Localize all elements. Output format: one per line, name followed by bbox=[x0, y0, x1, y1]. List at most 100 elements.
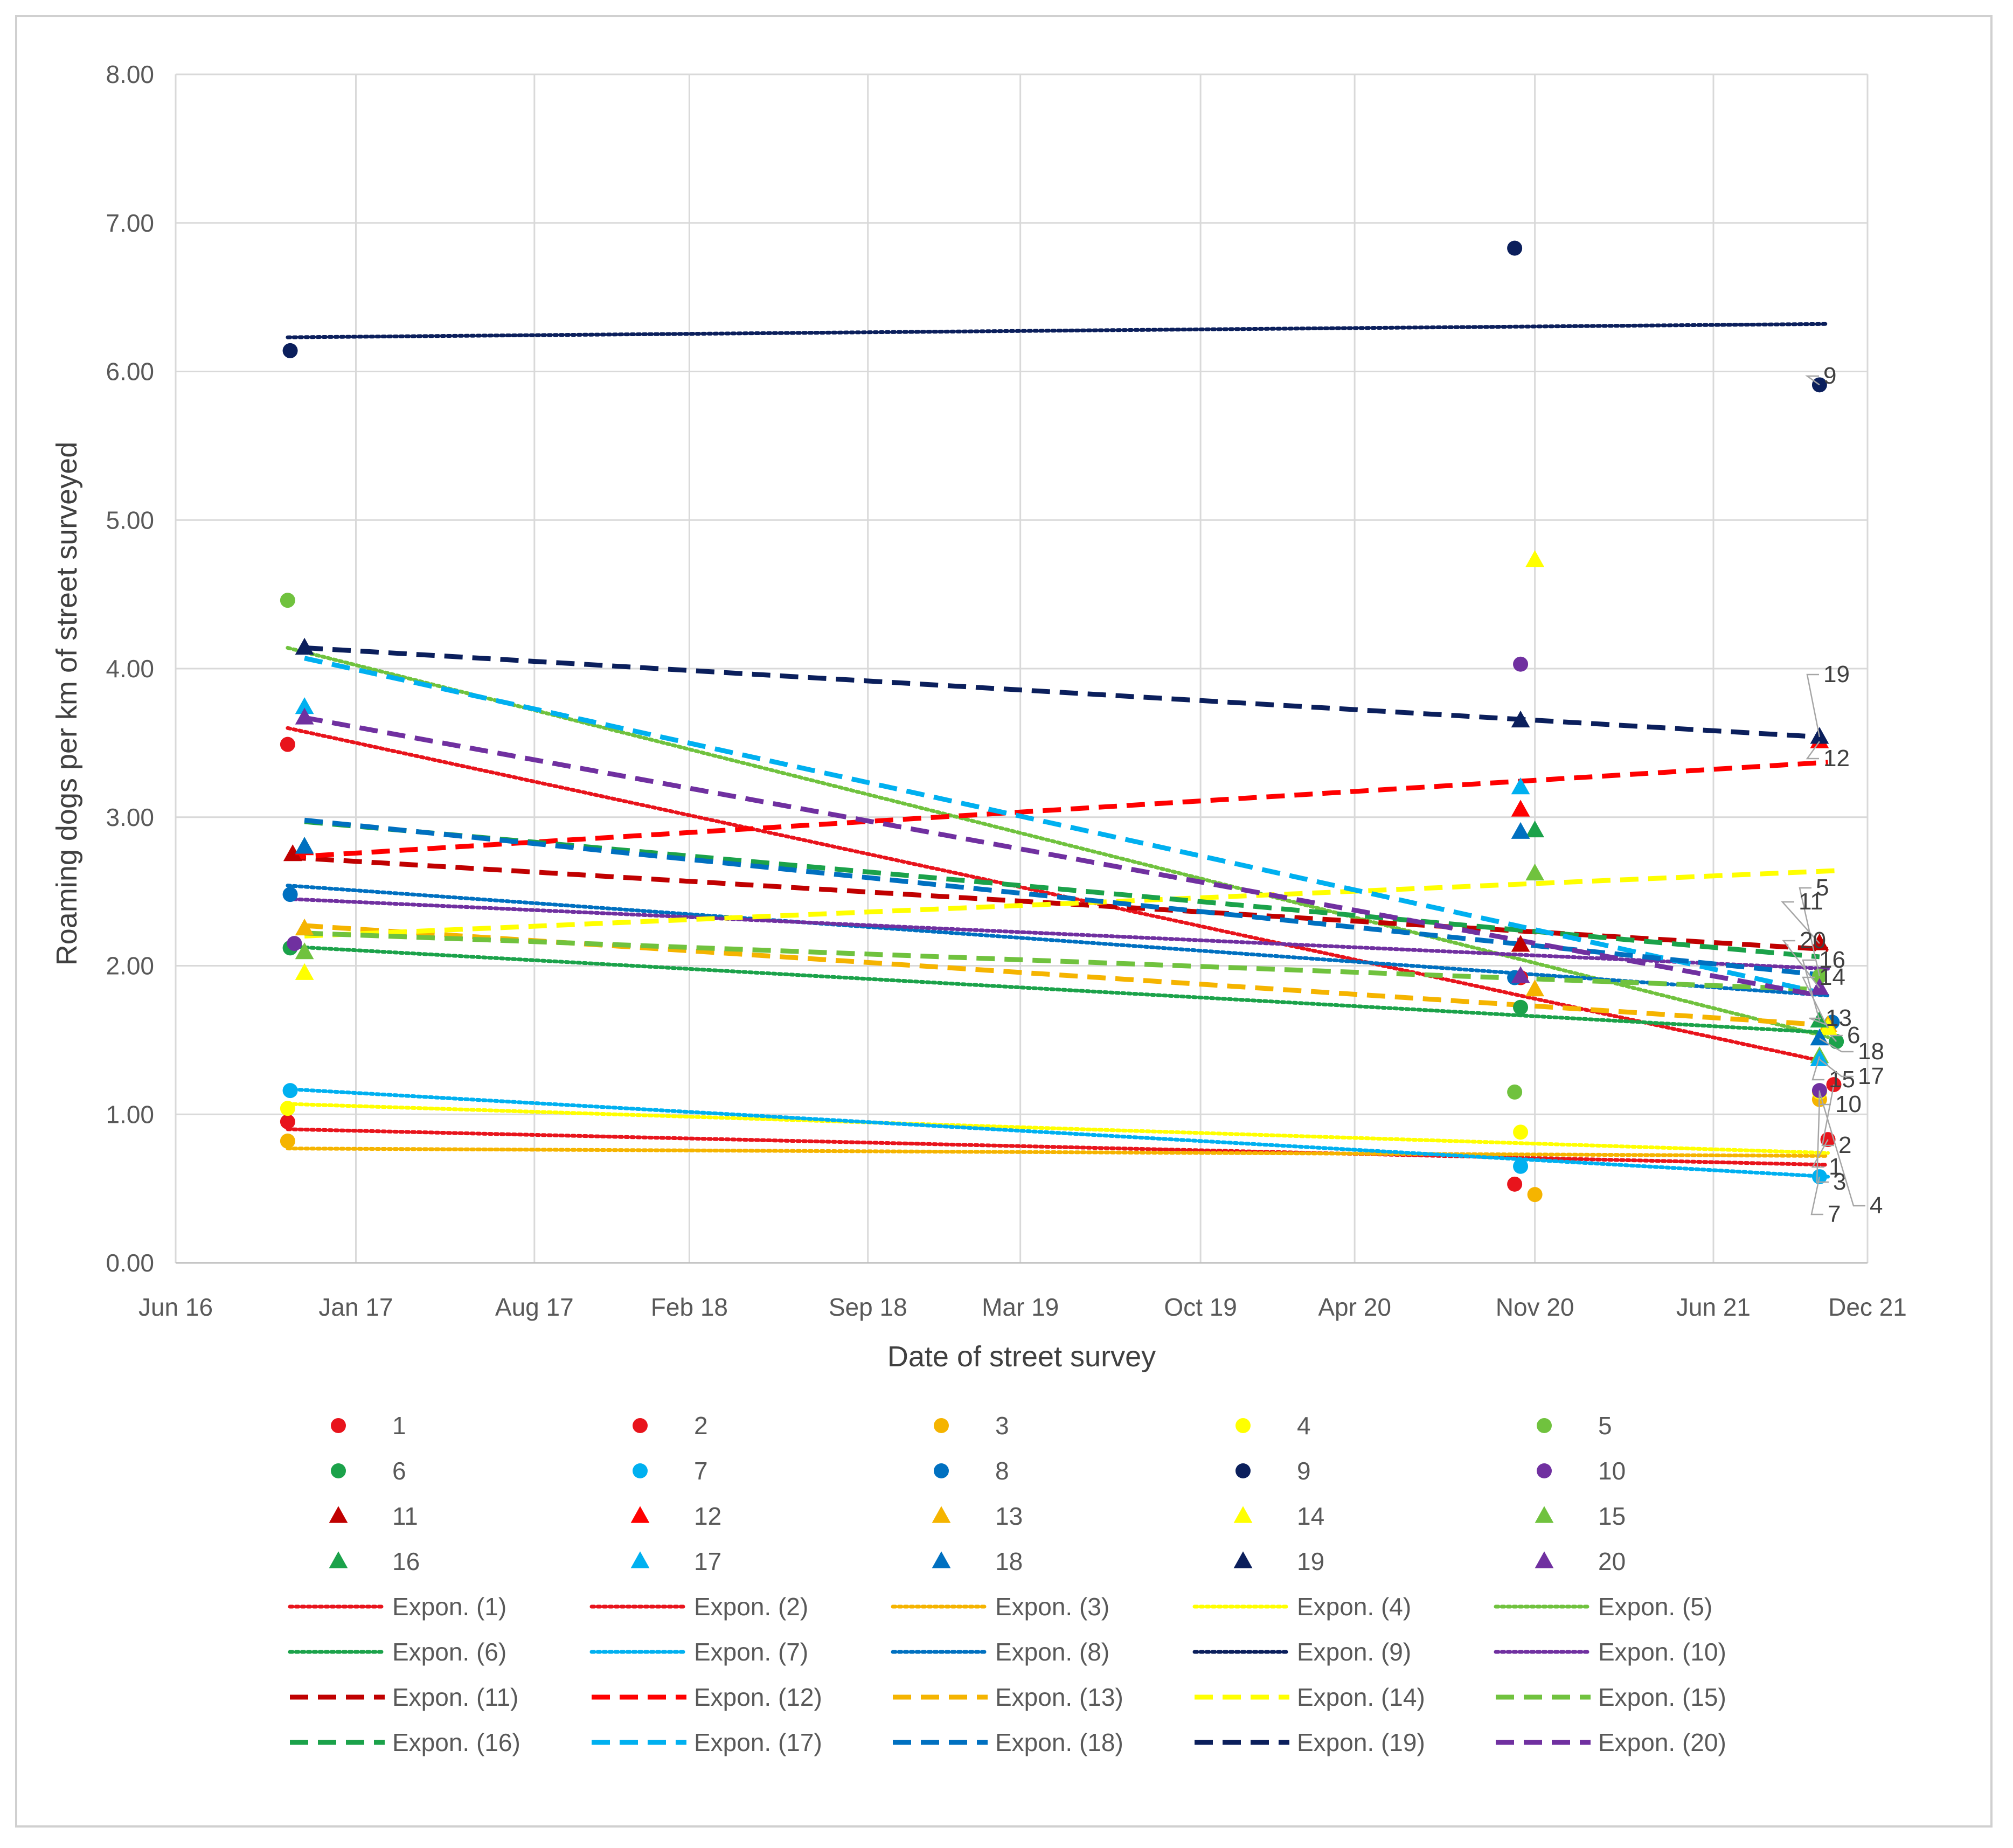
callout-label-6: 6 bbox=[1847, 1022, 1860, 1048]
y-tick-label: 3.00 bbox=[106, 803, 154, 831]
callout-label-12: 12 bbox=[1823, 745, 1850, 772]
legend-label-16: 16 bbox=[392, 1547, 420, 1575]
legend-marker-3 bbox=[934, 1418, 949, 1433]
callout-label-14: 14 bbox=[1819, 964, 1845, 990]
trendlines bbox=[286, 322, 1837, 1179]
legend-trend-label-17: Expon. (17) bbox=[694, 1728, 822, 1756]
legend-label-9: 9 bbox=[1297, 1457, 1311, 1485]
callout-leader-10 bbox=[1818, 1090, 1831, 1106]
legend-label-1: 1 bbox=[392, 1412, 406, 1440]
trendline-4 bbox=[286, 1102, 1830, 1155]
callout-leader-9 bbox=[1805, 375, 1820, 386]
data-point-19 bbox=[1511, 710, 1530, 728]
legend-marker-1 bbox=[331, 1418, 346, 1433]
trendline-17 bbox=[304, 656, 1820, 995]
data-point-1 bbox=[1507, 1176, 1523, 1192]
trendline-6 bbox=[286, 944, 1830, 1035]
legend-trend-label-10: Expon. (10) bbox=[1598, 1638, 1726, 1666]
legend-trend-label-11: Expon. (11) bbox=[392, 1683, 518, 1711]
legend-marker-15 bbox=[1535, 1506, 1554, 1523]
legend-label-13: 13 bbox=[995, 1502, 1023, 1530]
legend-label-14: 14 bbox=[1297, 1502, 1324, 1530]
x-tick-label: Sep 18 bbox=[829, 1293, 907, 1321]
data-point-19 bbox=[295, 637, 314, 655]
legend-trend-label-5: Expon. (5) bbox=[1598, 1593, 1712, 1621]
trendline-20 bbox=[304, 715, 1820, 998]
data-point-10 bbox=[1513, 656, 1529, 672]
data-point-15 bbox=[1525, 863, 1545, 881]
legend-trend-label-15: Expon. (15) bbox=[1598, 1683, 1726, 1711]
legend-label-20: 20 bbox=[1598, 1547, 1626, 1575]
y-tick-label: 6.00 bbox=[106, 358, 154, 386]
data-point-1 bbox=[280, 1114, 295, 1130]
trendline-8 bbox=[286, 884, 1830, 998]
y-tick-label: 4.00 bbox=[106, 655, 154, 683]
trendline-10 bbox=[286, 897, 1830, 971]
x-tick-label: Jan 17 bbox=[318, 1293, 393, 1321]
legend-label-4: 4 bbox=[1297, 1412, 1311, 1440]
x-tick-label: Jun 21 bbox=[1676, 1293, 1751, 1321]
y-tick-label: 2.00 bbox=[106, 952, 154, 980]
callout-label-4: 4 bbox=[1870, 1192, 1883, 1219]
legend-label-15: 15 bbox=[1598, 1502, 1626, 1530]
callout-leader-11 bbox=[1781, 901, 1820, 944]
data-point-11 bbox=[1810, 933, 1829, 950]
legend-trend-label-13: Expon. (13) bbox=[995, 1683, 1123, 1711]
y-tick-label: 0.00 bbox=[106, 1249, 154, 1277]
data-point-20 bbox=[1810, 978, 1829, 995]
data-point-2 bbox=[280, 737, 295, 752]
callout-label-18: 18 bbox=[1858, 1038, 1884, 1065]
legend-label-2: 2 bbox=[694, 1412, 708, 1440]
legend-label-19: 19 bbox=[1297, 1547, 1324, 1575]
callout-label-7: 7 bbox=[1828, 1201, 1841, 1227]
legend-marker-4 bbox=[1235, 1418, 1251, 1433]
data-point-14 bbox=[1525, 550, 1545, 567]
data-point-9 bbox=[282, 343, 298, 358]
legend-trend-label-18: Expon. (18) bbox=[995, 1728, 1123, 1756]
data-point-17 bbox=[295, 697, 314, 714]
legend-marker-19 bbox=[1233, 1551, 1253, 1568]
x-tick-label: Apr 20 bbox=[1318, 1293, 1391, 1321]
legend-marker-6 bbox=[331, 1463, 346, 1478]
legend-label-7: 7 bbox=[694, 1457, 708, 1485]
x-tick-label: Dec 21 bbox=[1828, 1293, 1907, 1321]
legend-label-6: 6 bbox=[392, 1457, 406, 1485]
legend-label-12: 12 bbox=[694, 1502, 721, 1530]
data-point-8 bbox=[282, 887, 298, 902]
x-tick-label: Aug 17 bbox=[495, 1293, 574, 1321]
data-point-4 bbox=[1513, 1124, 1529, 1140]
data-point-18 bbox=[295, 837, 314, 854]
callout-leader-13 bbox=[1809, 1017, 1828, 1026]
data-point-12 bbox=[1511, 800, 1530, 817]
data-point-7 bbox=[1513, 1158, 1529, 1174]
x-tick-label: Feb 18 bbox=[651, 1293, 728, 1321]
legend-trend-label-16: Expon. (16) bbox=[392, 1728, 520, 1756]
callout-label-9: 9 bbox=[1823, 363, 1836, 389]
legend-label-3: 3 bbox=[995, 1412, 1009, 1440]
callout-leader-12 bbox=[1806, 741, 1820, 760]
data-point-18 bbox=[1511, 822, 1530, 839]
legend-marker-18 bbox=[932, 1551, 951, 1568]
callout-leader-16 bbox=[1802, 959, 1821, 1021]
gridlines bbox=[175, 73, 1869, 1264]
data-point-10 bbox=[287, 936, 302, 951]
callout-label-17: 17 bbox=[1858, 1063, 1884, 1089]
callout-label-2: 2 bbox=[1838, 1132, 1851, 1158]
callout-label-20: 20 bbox=[1800, 927, 1826, 954]
callout-label-16: 16 bbox=[1819, 947, 1845, 973]
data-point-5 bbox=[280, 593, 295, 608]
data-point-15 bbox=[295, 942, 314, 960]
trendline-7 bbox=[286, 1087, 1830, 1179]
y-axis-title: Roaming dogs per km of street surveyed bbox=[51, 442, 83, 965]
trendline-1 bbox=[286, 1127, 1830, 1167]
legend-trend-label-20: Expon. (20) bbox=[1598, 1728, 1726, 1756]
callout-label-5: 5 bbox=[1816, 874, 1829, 901]
data-points bbox=[280, 240, 1844, 1203]
legend-marker-20 bbox=[1535, 1551, 1554, 1568]
trendline-3 bbox=[286, 1147, 1830, 1158]
legend-marker-2 bbox=[633, 1418, 648, 1433]
data-point-13 bbox=[295, 918, 314, 936]
legend-marker-10 bbox=[1537, 1463, 1552, 1478]
legend-trend-label-12: Expon. (12) bbox=[694, 1683, 822, 1711]
